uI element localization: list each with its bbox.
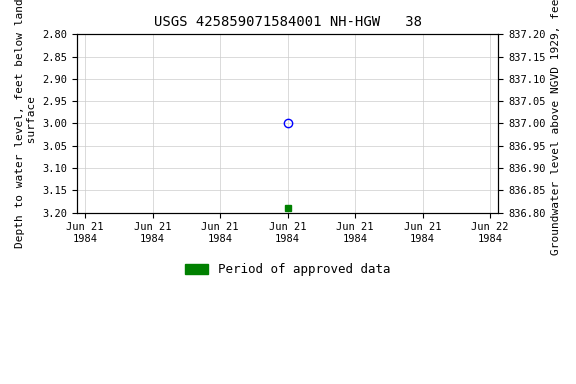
Y-axis label: Depth to water level, feet below land
 surface: Depth to water level, feet below land su… xyxy=(15,0,37,248)
Legend: Period of approved data: Period of approved data xyxy=(180,258,395,281)
Y-axis label: Groundwater level above NGVD 1929, feet: Groundwater level above NGVD 1929, feet xyxy=(551,0,561,255)
Title: USGS 425859071584001 NH-HGW   38: USGS 425859071584001 NH-HGW 38 xyxy=(154,15,422,29)
